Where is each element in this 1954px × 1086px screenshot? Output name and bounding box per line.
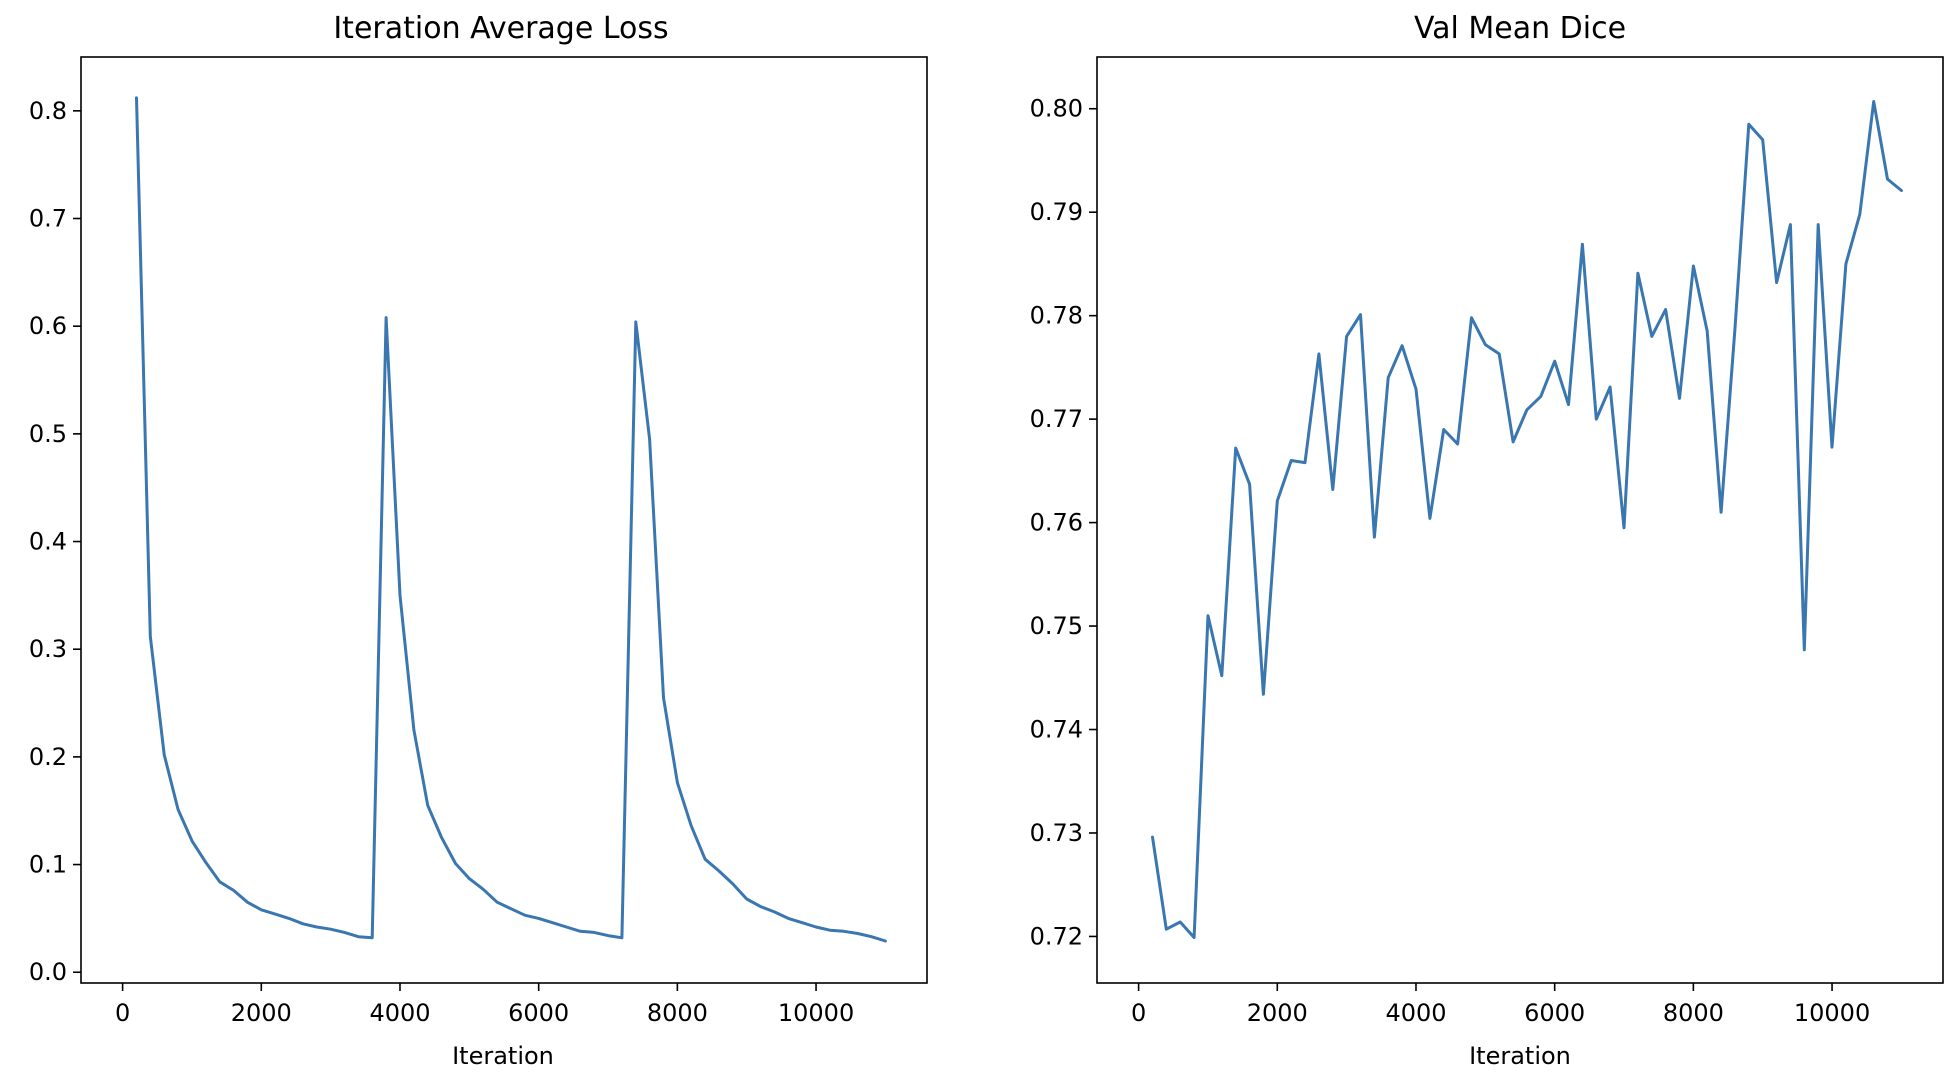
dice-ytick-label: 0.76 [1030, 509, 1083, 537]
dice-ytick-label: 0.77 [1030, 405, 1083, 433]
dice-ytick-label: 0.72 [1030, 922, 1083, 950]
loss-chart-title: Iteration Average Loss [333, 11, 668, 46]
loss-ytick-label: 0.8 [29, 97, 67, 125]
loss-series-line [135, 96, 887, 943]
loss-xtick-label: 0 [115, 999, 130, 1027]
dice-ytick-label: 0.75 [1030, 612, 1083, 640]
loss-ytick-label: 0.2 [29, 743, 67, 771]
dice-chart-xlabel: Iteration [1469, 1042, 1571, 1070]
dice-xtick-label: 6000 [1524, 999, 1585, 1027]
loss-xtick-label: 2000 [231, 999, 292, 1027]
loss-ytick-label: 0.3 [29, 635, 67, 663]
loss-chart-ticks: 0 2000 4000 6000 8000 10000 0.0 0.1 0.2 0.3 0.4 0.5… [29, 97, 854, 1027]
dice-ytick-label: 0.73 [1030, 819, 1083, 847]
loss-ytick-label: 0.4 [29, 528, 67, 556]
loss-xtick-label: 10000 [778, 999, 854, 1027]
dice-chart-title: Val Mean Dice [1414, 11, 1626, 46]
loss-ytick-label: 0.6 [29, 312, 67, 340]
dice-ytick-label: 0.74 [1030, 716, 1083, 744]
loss-ytick-label: 0.1 [29, 851, 67, 879]
dice-chart-ticks: 0 2000 4000 6000 8000 10000 0.72 0.73 0.74 0.75 0.… [1030, 95, 1871, 1027]
loss-ytick-label: 0.5 [29, 420, 67, 448]
dice-series-line [1151, 100, 1903, 939]
loss-chart: Iteration Average Loss 0 2000 4000 6000 8000… [29, 11, 928, 1070]
dice-ytick-label: 0.80 [1030, 95, 1083, 123]
dice-chart-frame [1096, 56, 1944, 984]
dice-ytick-label: 0.78 [1030, 302, 1083, 330]
dice-xtick-label: 2000 [1247, 999, 1308, 1027]
dice-xtick-label: 4000 [1385, 999, 1446, 1027]
loss-chart-frame [80, 56, 928, 984]
dice-chart: Val Mean Dice 0 2000 4000 6000 8000 10000 0.72… [1030, 11, 1944, 1070]
loss-xtick-label: 8000 [647, 999, 708, 1027]
loss-xtick-label: 4000 [369, 999, 430, 1027]
dice-xtick-label: 10000 [1794, 999, 1870, 1027]
dice-xtick-label: 8000 [1663, 999, 1724, 1027]
loss-ytick-label: 0.7 [29, 205, 67, 233]
loss-chart-xlabel: Iteration [452, 1042, 554, 1070]
dice-xtick-label: 0 [1131, 999, 1146, 1027]
loss-xtick-label: 6000 [508, 999, 569, 1027]
loss-ytick-label: 0.0 [29, 958, 67, 986]
dice-ytick-label: 0.79 [1030, 198, 1083, 226]
